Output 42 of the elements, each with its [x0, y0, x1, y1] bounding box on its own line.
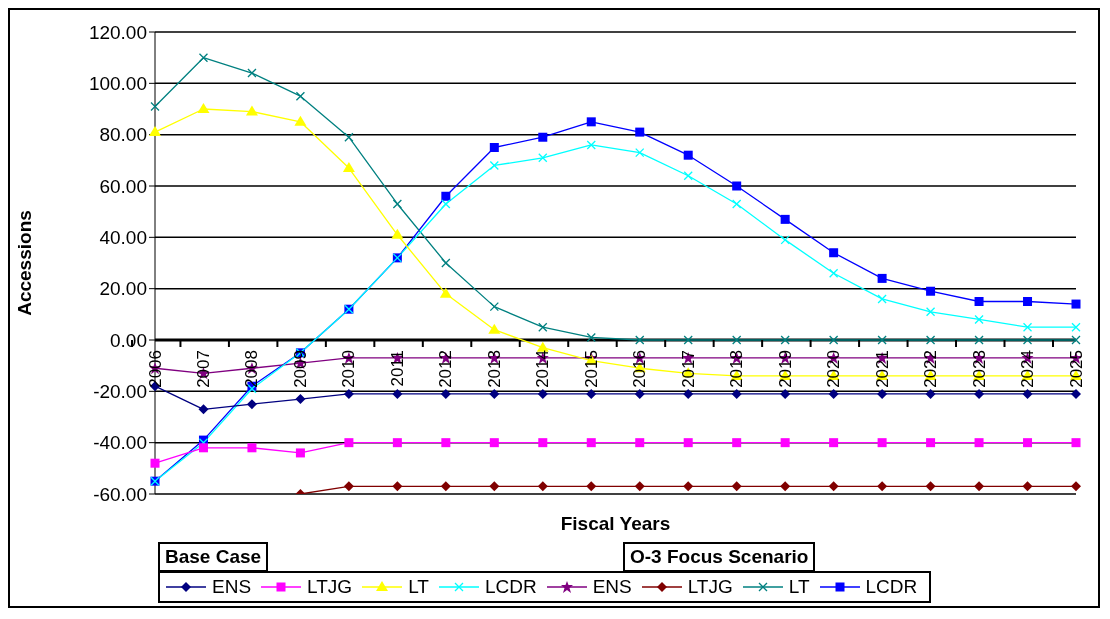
legend-label: LTJG	[687, 576, 733, 598]
x-tick-label: 2014	[533, 350, 553, 388]
x-tick-label: 2022	[921, 350, 941, 388]
x-tick-label: 2016	[630, 350, 650, 388]
legend-label: LT	[408, 576, 429, 598]
x-tick-label: 2011	[387, 350, 407, 387]
legend-label: ENS	[212, 576, 252, 598]
text: O-3 Focus Scenario	[623, 542, 816, 572]
x-tick-label: 2023	[969, 350, 989, 388]
text: Base Case	[158, 542, 269, 572]
y-tick-label: -20.00	[93, 381, 147, 403]
y-tick-label: 80.00	[99, 124, 147, 146]
x-tick-label: 2015	[581, 350, 601, 388]
y-tick-label: 0.00	[110, 329, 147, 351]
y-tick-label: -40.00	[93, 432, 147, 454]
y-tick-label: -60.00	[93, 483, 147, 505]
x-tick-label: 2024	[1018, 350, 1038, 388]
legend-label: LCDR	[865, 576, 918, 598]
x-tick-label: 2008	[242, 350, 262, 388]
x-tick-label: 2021	[872, 350, 892, 388]
legend-label: LTJG	[307, 576, 353, 598]
y-tick-label: 20.00	[99, 278, 147, 300]
y-tick-label: 100.00	[88, 73, 147, 95]
x-axis-title: Fiscal Years	[560, 513, 671, 534]
legend-label: LT	[788, 576, 810, 598]
x-tick-label: 2019	[775, 350, 795, 388]
x-tick-label: 2009	[290, 350, 310, 388]
y-tick-label: 40.00	[99, 227, 147, 249]
x-tick-label: 2012	[436, 350, 456, 388]
y-tick-label: 60.00	[99, 175, 147, 197]
x-tick-label: 2010	[339, 350, 359, 388]
legend-label: LCDR	[484, 576, 537, 598]
y-tick-label: 120.00	[88, 21, 147, 43]
x-tick-label: 2006	[145, 350, 165, 388]
x-tick-label: 2007	[193, 350, 213, 388]
x-tick-label: 2025	[1066, 350, 1086, 388]
x-tick-label: 2018	[727, 350, 747, 388]
y-axis-title: Accessions	[13, 210, 35, 316]
x-tick-label: 2017	[678, 350, 698, 388]
legend-label: ENS	[592, 576, 632, 598]
x-tick-label: 2013	[484, 350, 504, 388]
x-tick-label: 2020	[824, 350, 844, 388]
